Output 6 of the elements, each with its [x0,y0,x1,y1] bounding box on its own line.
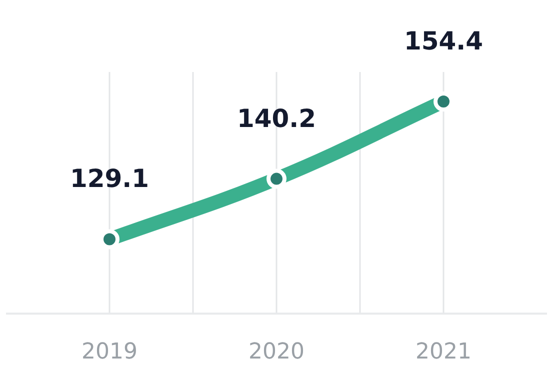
x-tick-label: 2020 [248,340,304,365]
data-label: 129.1 [70,164,150,194]
x-tick-label: 2019 [82,340,138,365]
data-label: 154.4 [404,26,484,56]
x-tick-label: 2021 [416,340,472,365]
data-label: 140.2 [236,104,316,133]
